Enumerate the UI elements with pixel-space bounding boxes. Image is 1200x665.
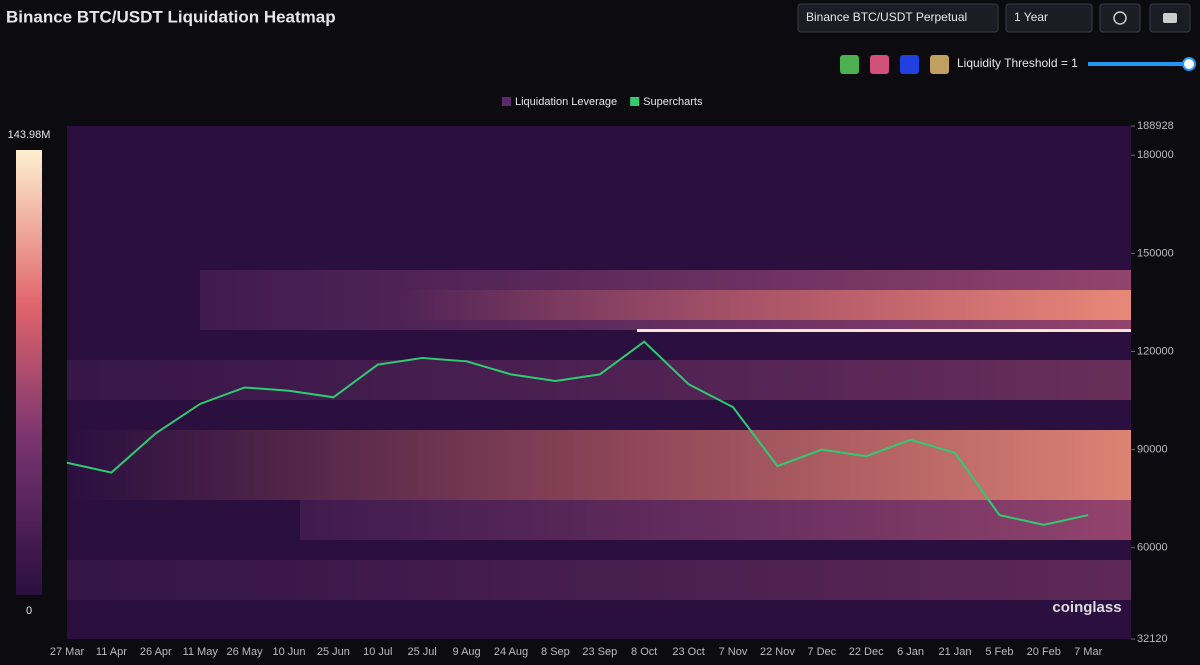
y-tick-label: 180000: [1137, 149, 1174, 161]
x-tick-label: 7 Dec: [807, 646, 836, 658]
y-tick-label: 90000: [1137, 444, 1168, 456]
x-tick-label: 25 Jul: [408, 646, 437, 658]
range-select[interactable]: [1005, 3, 1093, 33]
heatmap-band: [67, 560, 1131, 600]
watermark: coinglass: [1052, 599, 1121, 616]
heatmap: [67, 270, 1131, 600]
x-tick-label: 10 Jun: [272, 646, 305, 658]
x-tick-label: 22 Nov: [760, 646, 795, 658]
colorbar: [16, 150, 42, 595]
refresh-icon: [1113, 11, 1127, 25]
x-tick-label: 24 Aug: [494, 646, 528, 658]
slider-thumb[interactable]: [1182, 57, 1196, 71]
legend-label: Supercharts: [643, 96, 703, 108]
x-tick-label: 26 May: [227, 646, 264, 658]
heatmap-line: [637, 329, 1131, 332]
x-tick-label: 27 Mar: [50, 646, 85, 658]
heatmap-band: [300, 500, 1131, 540]
x-tick-label: 5 Feb: [985, 646, 1013, 658]
price-line: [66, 340, 1089, 526]
range-select-text: 1 Year: [1014, 10, 1048, 24]
title: Binance BTC/USDT Liquidation Heatmap: [6, 7, 336, 26]
refresh-button[interactable]: [1099, 3, 1141, 33]
heatmap-band: [67, 360, 1131, 400]
x-tick-label: 11 May: [183, 646, 219, 658]
threshold-label: Liquidity Threshold = 1: [957, 56, 1078, 70]
x-tick-label: 21 Jan: [938, 646, 971, 658]
heatmap-band: [400, 290, 1131, 320]
x-tick-label: 7 Nov: [719, 646, 748, 658]
x-tick-label: 20 Feb: [1027, 646, 1061, 658]
heatmap-band: [67, 430, 1131, 500]
x-tick-label: 26 Apr: [140, 646, 172, 658]
camera-icon: [1163, 13, 1177, 23]
x-tick-label: 7 Mar: [1074, 646, 1102, 658]
legend-swatch: [502, 97, 511, 106]
colorbar-label: 0: [26, 605, 32, 617]
exchange-select-text: Binance BTC/USDT Perpetual: [806, 10, 967, 24]
x-tick-label: 6 Jan: [897, 646, 924, 658]
x-tick-label: 8 Sep: [541, 646, 570, 658]
legend-label: Liquidation Leverage: [515, 96, 617, 108]
palette-swatch[interactable]: [930, 55, 949, 74]
legend-swatch: [630, 97, 640, 106]
x-tick-label: 22 Dec: [849, 646, 884, 658]
y-tick-label: 188928: [1137, 120, 1174, 132]
x-tick-label: 8 Oct: [631, 646, 657, 658]
palette-swatch[interactable]: [840, 55, 859, 74]
x-tick-label: 10 Jul: [363, 646, 392, 658]
x-tick-label: 25 Jun: [317, 646, 350, 658]
y-tick-label: 60000: [1137, 542, 1168, 554]
y-tick-label: 150000: [1137, 247, 1174, 259]
y-tick-label: 120000: [1137, 345, 1174, 357]
palette-swatch[interactable]: [870, 55, 889, 74]
x-tick-label: 23 Oct: [672, 646, 704, 658]
x-tick-label: 23 Sep: [582, 646, 617, 658]
x-tick-label: 11 Apr: [96, 646, 127, 658]
x-tick-label: 9 Aug: [453, 646, 481, 658]
colorbar-label: 143.98M: [8, 129, 51, 141]
y-tick-label: 32120: [1137, 633, 1168, 645]
palette-swatch[interactable]: [900, 55, 919, 74]
exchange-select[interactable]: [797, 3, 999, 33]
